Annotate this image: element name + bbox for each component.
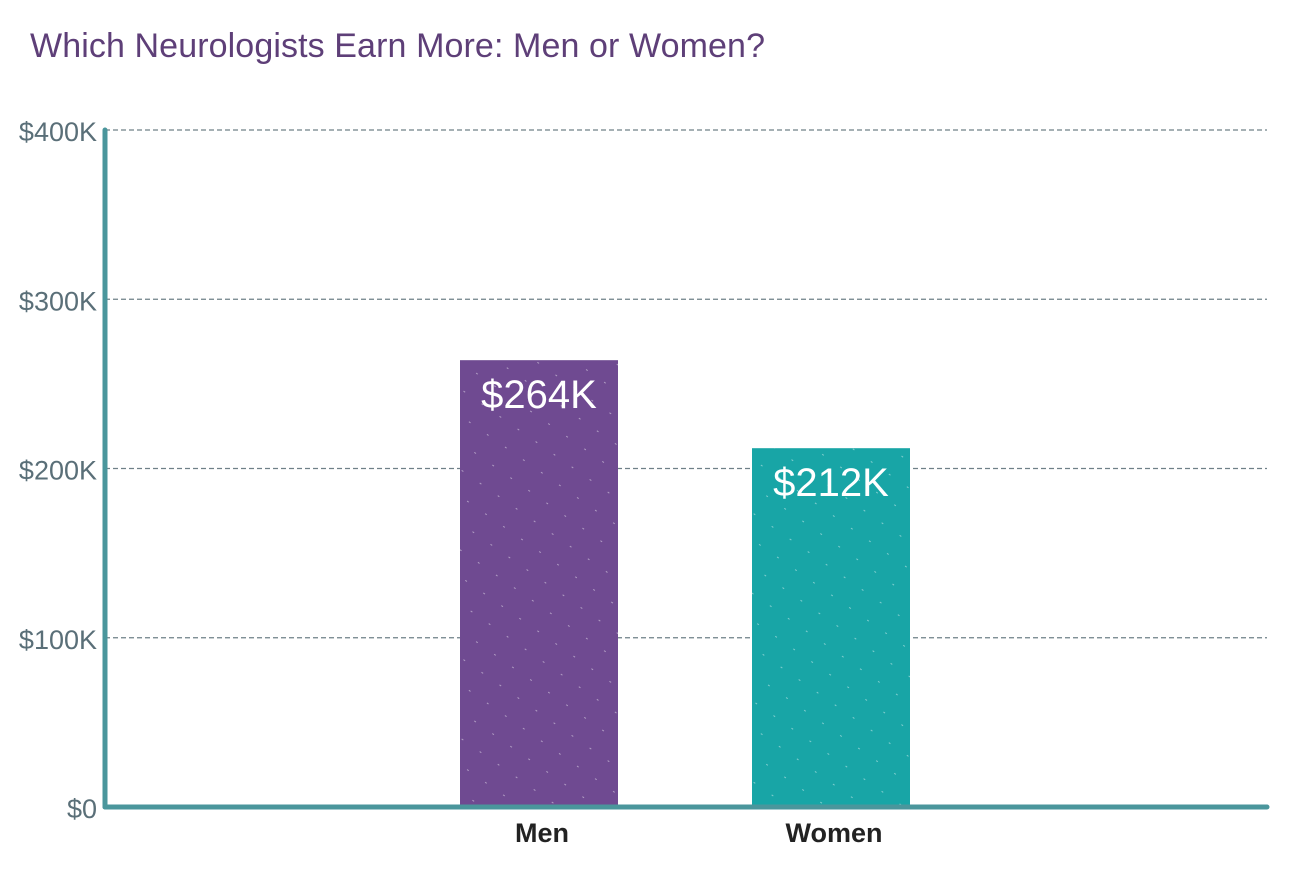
y-tick-label: $100K: [19, 625, 97, 655]
data-label: $212K: [773, 461, 889, 505]
y-tick-label: $0: [67, 794, 97, 824]
y-tick-label: $400K: [19, 117, 97, 147]
x-tick-label: Men: [515, 818, 569, 848]
data-label: $264K: [481, 373, 597, 417]
bar-texture: [460, 360, 618, 807]
y-tick-label: $200K: [19, 456, 97, 486]
x-tick-label: Women: [785, 818, 882, 848]
bar-texture: [752, 448, 910, 807]
y-tick-label: $300K: [19, 286, 97, 316]
chart-title: Which Neurologists Earn More: Men or Wom…: [30, 27, 765, 65]
